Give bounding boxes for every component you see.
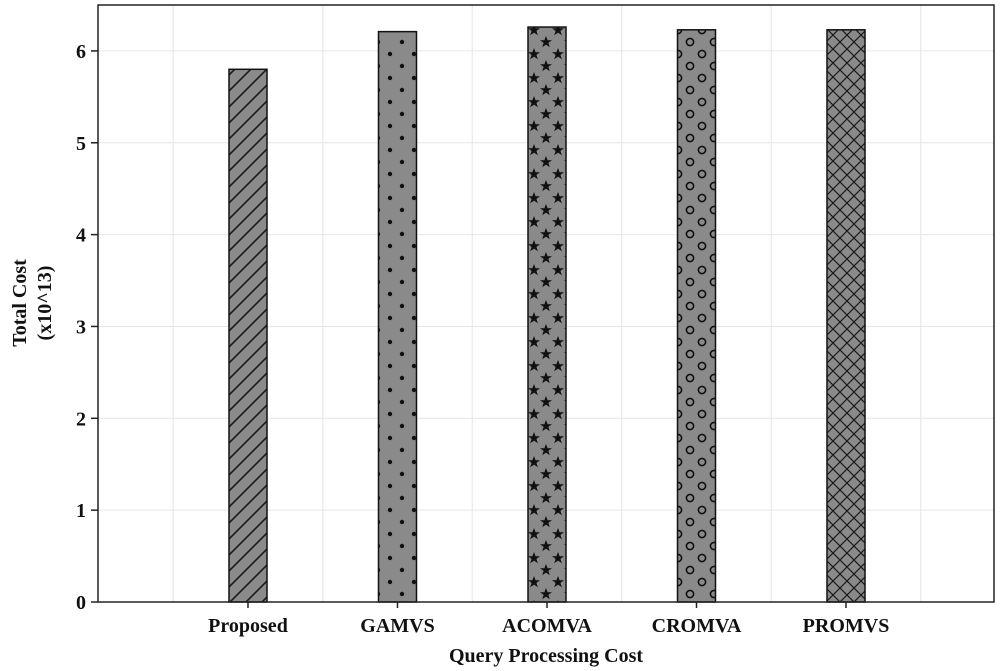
bars — [228, 26, 866, 603]
x-tick-label: PROMVS — [803, 615, 890, 637]
y-tick-label: 0 — [76, 592, 86, 614]
x-tick-label: Proposed — [208, 615, 288, 637]
plot-frame — [97, 4, 995, 603]
bar-promvs — [826, 29, 866, 603]
y-tick-label: 3 — [76, 316, 86, 338]
y-tick-label: 1 — [76, 500, 86, 522]
y-tick-label: 5 — [76, 133, 86, 155]
x-axis-title: Query Processing Cost — [449, 645, 643, 667]
y-axis-title: Total Cost — [9, 259, 31, 347]
y-tick-label: 2 — [76, 408, 86, 430]
y-axis-unit: (x10^13) — [34, 266, 56, 341]
x-tick-label: GAMVS — [360, 615, 434, 637]
bar-acomva — [527, 26, 567, 603]
y-tick-label: 4 — [76, 225, 86, 247]
x-tick-label: ACOMVA — [502, 615, 592, 637]
bar-proposed — [228, 68, 268, 603]
bar-gamvs — [377, 30, 418, 603]
x-axis: Proposed GAMVS ACOMVA CROMVA PROMVS — [208, 602, 889, 637]
bar-cromva — [676, 29, 717, 603]
x-tick-label: CROMVA — [652, 615, 742, 637]
y-tick-label: 6 — [76, 41, 86, 63]
y-axis: 0 1 2 3 4 5 6 — [76, 41, 98, 614]
